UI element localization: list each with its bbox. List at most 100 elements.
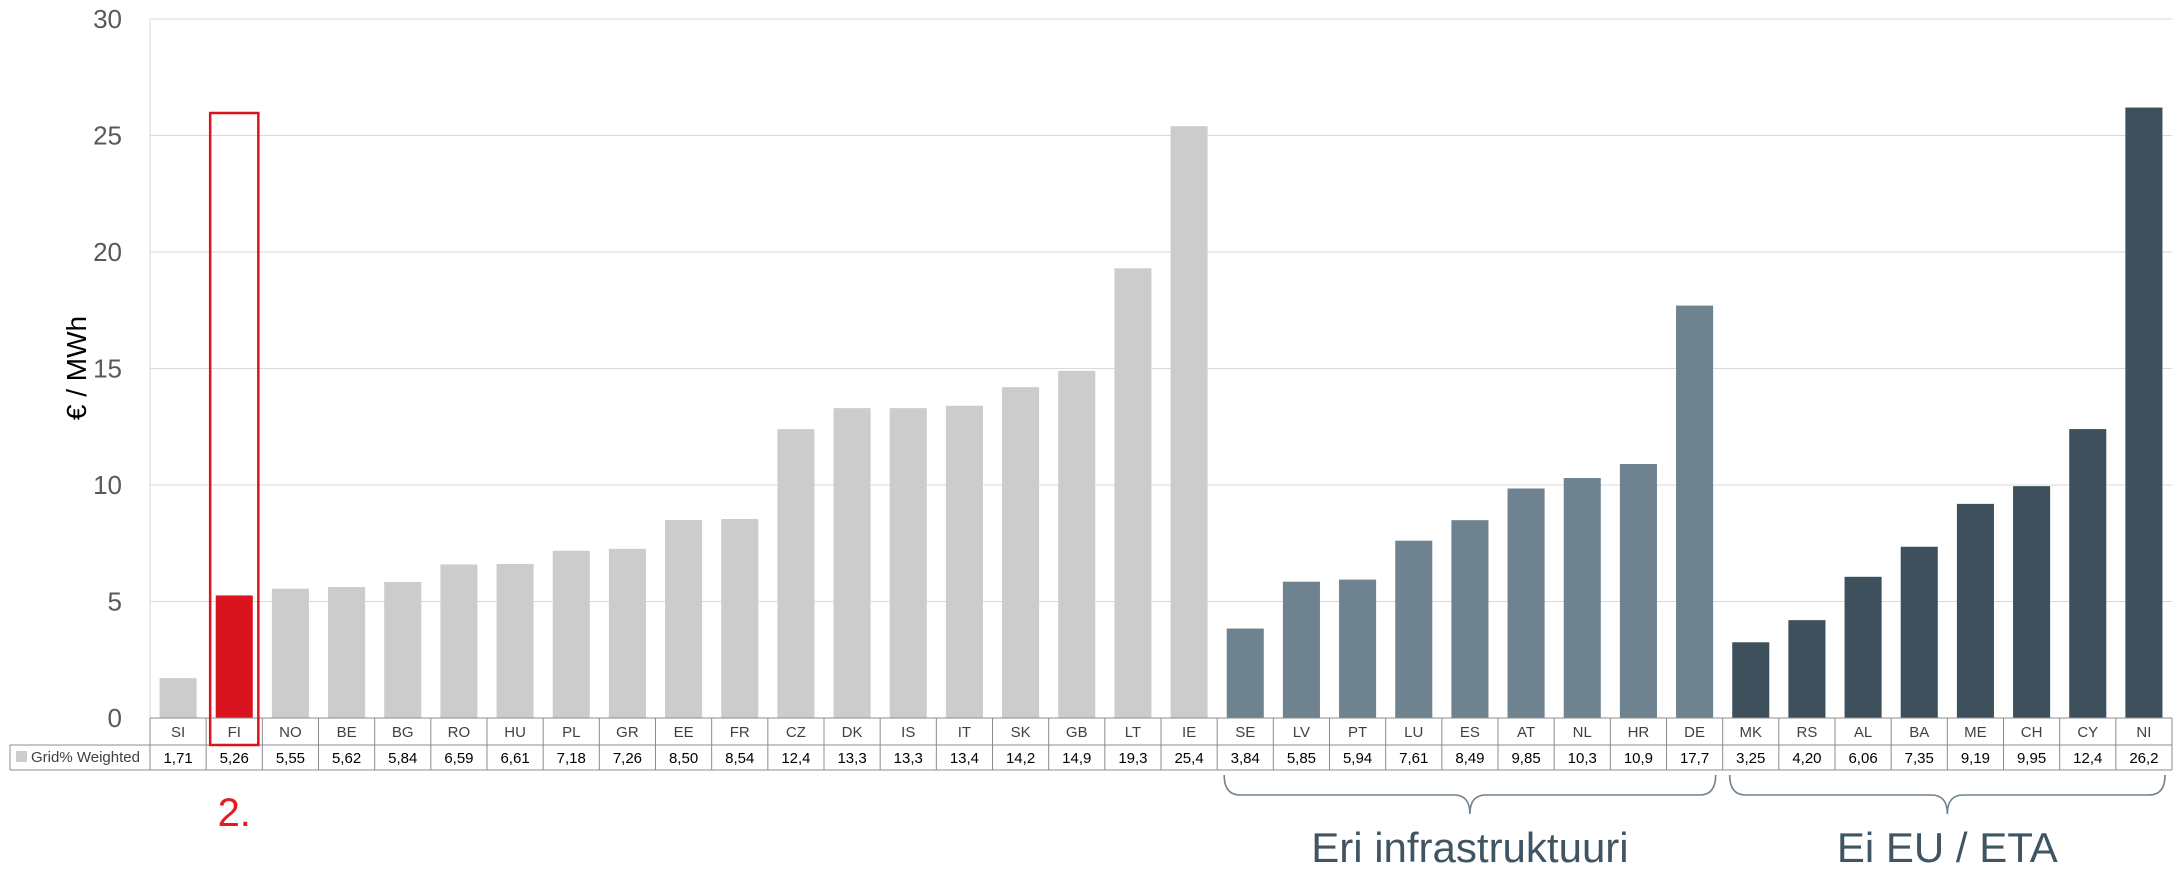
y-tick-label: 20 [93,237,122,267]
category-label: PT [1348,724,1367,741]
category-label: LU [1404,724,1423,741]
bar-gb [1058,370,1096,718]
data-label: 9,95 [2017,750,2046,767]
y-tick-label: 15 [93,354,122,384]
bar-es [1451,520,1489,718]
group-label: Ei EU / ETA [1837,824,2058,870]
data-label: 26,2 [2129,750,2158,767]
bar-de [1676,305,1714,718]
bar-gr [608,548,646,718]
category-label: PL [562,724,580,741]
category-label: AT [1517,724,1535,741]
category-label: FR [730,724,750,741]
data-label: 5,55 [276,750,305,767]
bar-ch [2013,486,2051,718]
data-label: 10,3 [1568,750,1597,767]
data-label: 9,19 [1961,750,1990,767]
bar-hr [1619,464,1657,718]
data-label: 7,61 [1399,750,1428,767]
category-label: NL [1573,724,1592,741]
data-label: 6,06 [1848,750,1877,767]
category-label: CY [2077,724,2098,741]
category-label: LT [1125,724,1141,741]
bar-fi [215,595,253,718]
legend-label: Grid% Weighted [31,749,140,766]
bar-no [271,588,309,718]
category-label: ME [1964,724,1987,741]
gridlines [150,18,2172,719]
data-label: 13,3 [894,750,923,767]
bar-ba [1900,546,1938,718]
data-label: 5,62 [332,750,361,767]
bar-se [1226,628,1264,718]
data-label: 5,94 [1343,750,1372,767]
category-label: IS [901,724,915,741]
category-label: HU [504,724,526,741]
bar-me [1956,503,1994,718]
data-label: 3,84 [1231,750,1260,767]
category-label: SK [1011,724,1031,741]
data-label: 7,26 [613,750,642,767]
data-label: 10,9 [1624,750,1653,767]
data-label: 6,59 [444,750,473,767]
bar-nl [1563,478,1601,718]
category-label: GR [616,724,639,741]
rank-annotation: 2. [218,791,251,835]
data-label: 12,4 [2073,750,2102,767]
data-label: 3,25 [1736,750,1765,767]
data-label: 5,85 [1287,750,1316,767]
annotations: 2. Eri infrastruktuuri Ei EU / ETA [208,111,2166,870]
data-label: 25,4 [1174,750,1203,767]
category-label: MK [1740,724,1763,741]
bar-cy [2069,429,2107,718]
data-label: 14,2 [1006,750,1035,767]
category-label: CH [2021,724,2043,741]
bar-bg [384,581,422,718]
category-label: NI [2136,724,2151,741]
y-tick-label: 25 [93,121,122,151]
category-label: BA [1909,724,1929,741]
data-label: 6,61 [500,750,529,767]
category-label: BE [337,724,357,741]
y-tick-label: 5 [108,587,122,617]
bars [159,107,2163,719]
data-label: 8,54 [725,750,754,767]
data-label: 19,3 [1118,750,1147,767]
data-label: 4,20 [1792,750,1821,767]
category-label: DK [842,724,863,741]
bar-si [159,678,197,718]
category-label: LV [1293,724,1310,741]
bar-ni [2125,107,2163,719]
data-label: 8,49 [1455,750,1484,767]
bar-cz [777,429,815,718]
highlight-box [208,111,260,747]
category-label: HR [1628,724,1650,741]
data-label: 8,50 [669,750,698,767]
bar-pt [1339,579,1377,718]
bar-al [1844,576,1882,718]
group-brace [1223,774,1717,815]
data-label: 14,9 [1062,750,1091,767]
y-axis-title: € / MWh [61,316,92,420]
bar-be [328,587,366,718]
data-label: 12,4 [781,750,810,767]
category-label: BG [392,724,414,741]
bar-rs [1788,620,1826,718]
y-axis: 0 5 10 15 20 25 30 [93,4,151,733]
data-label: 5,26 [220,750,249,767]
data-label: 9,85 [1511,750,1540,767]
category-label: SE [1235,724,1255,741]
category-label: DE [1684,724,1705,741]
category-label: RO [448,724,471,741]
data-label: 1,71 [163,750,192,767]
bar-it [945,405,983,718]
bar-lu [1395,540,1433,718]
bar-ie [1170,126,1208,719]
data-label: 7,18 [557,750,586,767]
category-label: CZ [786,724,806,741]
y-tick-label: 30 [93,4,122,34]
data-label: 13,4 [950,750,979,767]
group-label: Eri infrastruktuuri [1311,824,1628,870]
y-tick-label: 10 [93,470,122,500]
